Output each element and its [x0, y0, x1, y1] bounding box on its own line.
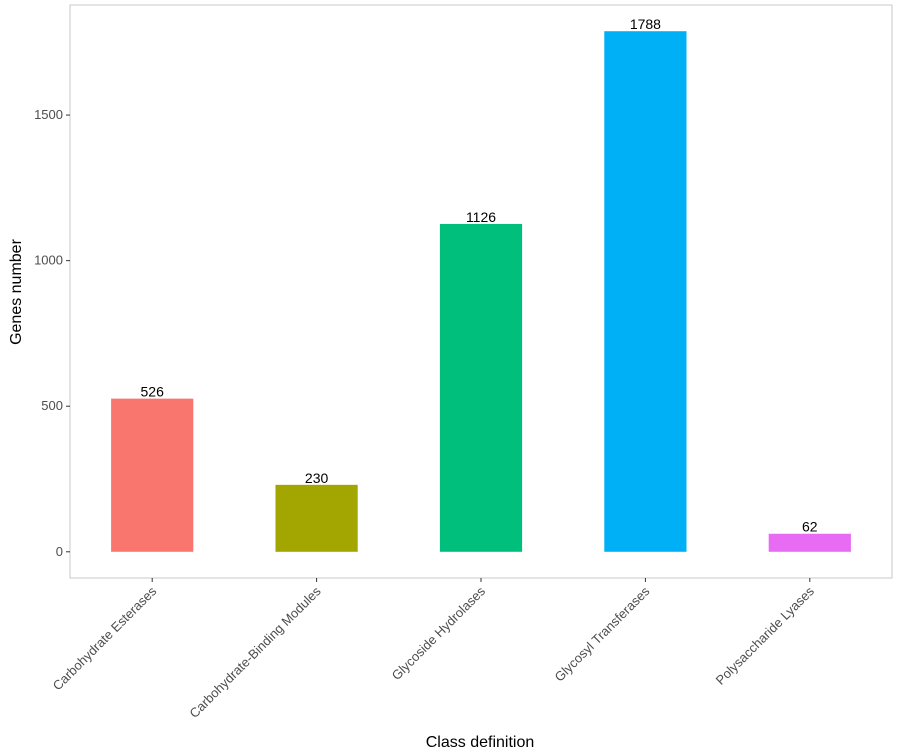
- data-labels: 526 230 1126 1788 62: [141, 16, 818, 535]
- y-tick-label: 1000: [34, 253, 63, 268]
- y-axis-title: Genes number: [8, 238, 25, 345]
- bar-polysaccharide-lyases: [768, 533, 851, 552]
- data-label-carbohydrate-binding-modules: 230: [305, 470, 329, 486]
- x-tick-label-carbohydrate-binding-modules: Carbohydrate-Binding Modules: [186, 583, 324, 721]
- data-label-polysaccharide-lyases: 62: [802, 519, 818, 535]
- x-tick-label-glycoside-hydrolases: Glycoside Hydrolases: [389, 583, 489, 683]
- x-axis: Carbohydrate Esterases Carbohydrate-Bindi…: [50, 578, 818, 721]
- data-label-glycosyl-transferases: 1788: [630, 16, 661, 32]
- x-tick-label-glycosyl-transferases: Glycosyl Transferases: [551, 583, 652, 684]
- y-tick-label: 0: [56, 544, 63, 559]
- x-tick-label-polysaccharide-lyases: Polysaccharide Lyases: [713, 583, 818, 688]
- data-label-carbohydrate-esterases: 526: [141, 384, 165, 400]
- bar-carbohydrate-binding-modules: [275, 484, 358, 552]
- bar-glycoside-hydrolases: [439, 223, 523, 552]
- y-tick-label: 1500: [34, 107, 63, 122]
- x-tick-label-carbohydrate-esterases: Carbohydrate Esterases: [50, 583, 160, 693]
- bar-carbohydrate-esterases: [111, 398, 194, 552]
- data-label-glycoside-hydrolases: 1126: [466, 209, 496, 225]
- y-tick-label: 500: [41, 398, 63, 413]
- y-axis: 0 500 1000 1500: [34, 107, 70, 559]
- bars: [111, 31, 851, 552]
- x-axis-title: Class definition: [426, 734, 535, 751]
- bar-glycosyl-transferases: [604, 31, 687, 552]
